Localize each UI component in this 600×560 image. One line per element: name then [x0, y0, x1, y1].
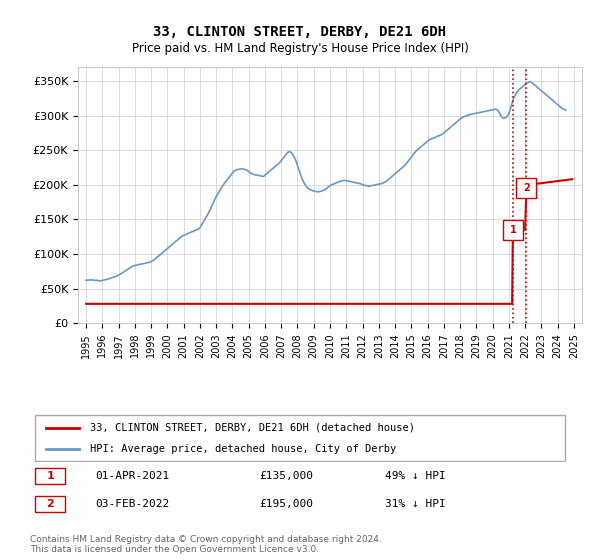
Text: Contains HM Land Registry data © Crown copyright and database right 2024.
This d: Contains HM Land Registry data © Crown c… [30, 535, 382, 554]
FancyBboxPatch shape [35, 468, 65, 484]
FancyBboxPatch shape [35, 416, 565, 461]
Text: 1: 1 [46, 471, 54, 481]
Text: £195,000: £195,000 [259, 499, 313, 509]
Text: 31% ↓ HPI: 31% ↓ HPI [385, 499, 446, 509]
Text: 1: 1 [509, 225, 516, 235]
Text: 03-FEB-2022: 03-FEB-2022 [95, 499, 170, 509]
Text: 33, CLINTON STREET, DERBY, DE21 6DH (detached house): 33, CLINTON STREET, DERBY, DE21 6DH (det… [90, 423, 415, 433]
Text: 33, CLINTON STREET, DERBY, DE21 6DH: 33, CLINTON STREET, DERBY, DE21 6DH [154, 25, 446, 39]
Text: 49% ↓ HPI: 49% ↓ HPI [385, 471, 446, 481]
Text: HPI: Average price, detached house, City of Derby: HPI: Average price, detached house, City… [90, 444, 397, 454]
Text: 2: 2 [46, 499, 54, 509]
FancyBboxPatch shape [35, 496, 65, 512]
Text: £135,000: £135,000 [259, 471, 313, 481]
Text: 2: 2 [523, 183, 530, 193]
Text: 01-APR-2021: 01-APR-2021 [95, 471, 170, 481]
Text: Price paid vs. HM Land Registry's House Price Index (HPI): Price paid vs. HM Land Registry's House … [131, 42, 469, 55]
